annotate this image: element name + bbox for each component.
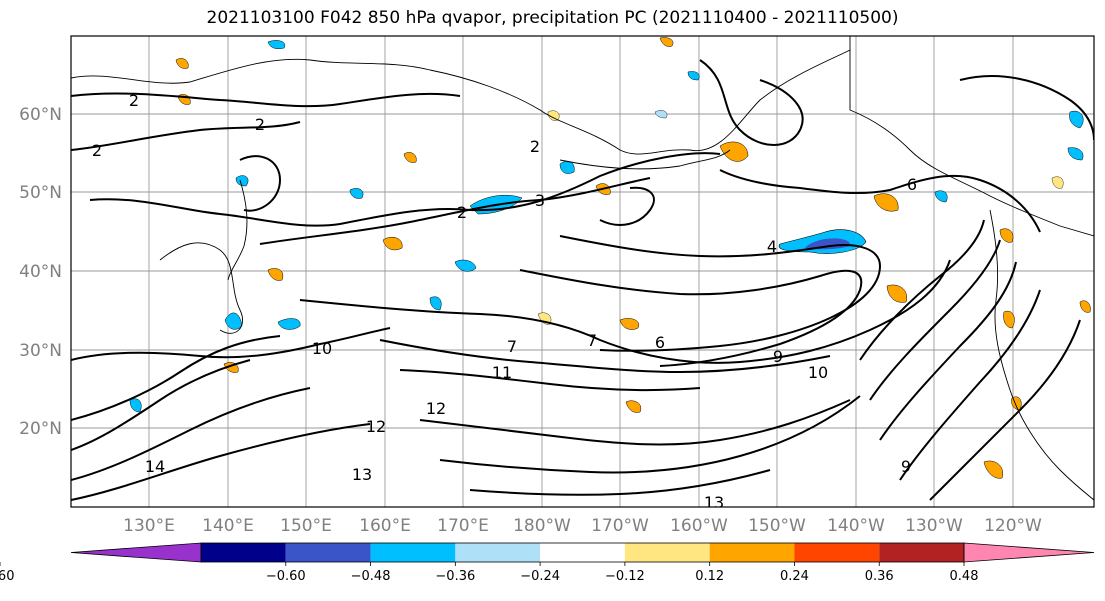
contour-label: 7 — [507, 337, 517, 356]
contour-label: 10 — [808, 363, 828, 382]
contour-label: 2 — [92, 141, 102, 160]
contour-label: 2 — [255, 115, 265, 134]
colorbar-extend-high — [963, 542, 1095, 563]
colorbar-extend-low — [70, 542, 202, 563]
colorbar-tick-label: 0.24 — [780, 569, 809, 584]
contour-label: 6 — [655, 333, 665, 352]
contour-label: 4 — [767, 237, 777, 256]
lon-label: 140°E — [202, 516, 254, 536]
contour-label: 6 — [907, 175, 917, 194]
contour-label: 2 — [457, 203, 467, 222]
map-frame — [70, 35, 1095, 508]
lon-label: 170°W — [591, 516, 649, 536]
colorbar-swatch — [540, 543, 625, 562]
lon-label: 170°E — [437, 516, 489, 536]
lon-label: 150°E — [280, 516, 332, 536]
colorbar-tick-label: −0.12 — [605, 569, 645, 584]
lon-label: 160°W — [670, 516, 728, 536]
lat-label: 50°N — [19, 183, 62, 203]
contour-label: 3 — [535, 191, 545, 210]
colorbar-swatch — [879, 543, 964, 562]
lat-label: 20°N — [19, 419, 62, 439]
contour-label: 7 — [587, 331, 597, 350]
lon-label: 140°W — [827, 516, 885, 536]
colorbar-tick-label: −0.36 — [435, 569, 475, 584]
colorbar-swatch — [285, 543, 371, 562]
colorbar-ticks: −0.60 −0.48 −0.36 −0.24 −0.12 0.12 0.24 0.36 0.4… — [0, 562, 978, 584]
contour-label: 10 — [312, 339, 332, 358]
precip-shading — [129, 37, 1091, 479]
contour-label: 9 — [773, 347, 783, 366]
colorbar-frame — [200, 542, 965, 563]
lat-label: 60°N — [19, 105, 62, 125]
graticule — [71, 36, 1094, 507]
longitude-labels: 130°E 140°E 150°E 160°E 170°E 180°W 170°W 160°W… — [123, 516, 1042, 536]
lon-label: 130°E — [123, 516, 175, 536]
lon-label: 160°E — [359, 516, 411, 536]
contour-label: 12 — [426, 399, 446, 418]
colorbar-tick-label: −0.60 — [266, 569, 306, 584]
colorbar-tick-label: −0.48 — [351, 569, 391, 584]
lat-label: 30°N — [19, 341, 62, 361]
coastlines — [71, 36, 1094, 501]
colorbar-tick-label: −0.24 — [520, 569, 560, 584]
lon-label: 130°W — [905, 516, 963, 536]
lat-label: 40°N — [19, 262, 62, 282]
colorbar-swatch — [794, 543, 880, 562]
contour-label: 13 — [352, 465, 372, 484]
colorbar-tick-label: 0.12 — [695, 569, 724, 584]
contour-label: 12 — [366, 417, 386, 436]
colorbar-swatch — [201, 543, 286, 562]
colorbar-swatch — [455, 543, 541, 562]
map-panel — [71, 36, 1094, 507]
qvapor-contours — [71, 59, 1094, 501]
colorbar-swatch — [624, 543, 710, 562]
lon-label: 150°W — [748, 516, 806, 536]
contour-labels: 2 2 2 2 2 3 4 6 6 7 7 9 9 10 10 11 12 12 13 13 14 — [92, 91, 917, 512]
colorbar-swatch — [709, 543, 795, 562]
latitude-labels: 60°N 50°N 40°N 30°N 20°N — [19, 105, 62, 439]
lon-label: 180°W — [513, 516, 571, 536]
contour-label: 14 — [145, 457, 165, 476]
colorbar-tick-label: 0.36 — [865, 569, 894, 584]
colorbar-swatch — [370, 543, 456, 562]
contour-label: 9 — [901, 457, 911, 476]
map-title: 2021103100 F042 850 hPa qvapor, precipit… — [206, 8, 899, 28]
contour-label: 11 — [492, 363, 512, 382]
lon-label: 120°W — [984, 516, 1042, 536]
colorbar — [70, 542, 1095, 563]
contour-label: 2 — [129, 91, 139, 110]
colorbar-tick-label: 0.48 — [950, 569, 979, 584]
contour-label: 13 — [704, 493, 724, 512]
contour-label: 2 — [530, 137, 540, 156]
colorbar-tick-label: 0.60 — [0, 569, 14, 584]
